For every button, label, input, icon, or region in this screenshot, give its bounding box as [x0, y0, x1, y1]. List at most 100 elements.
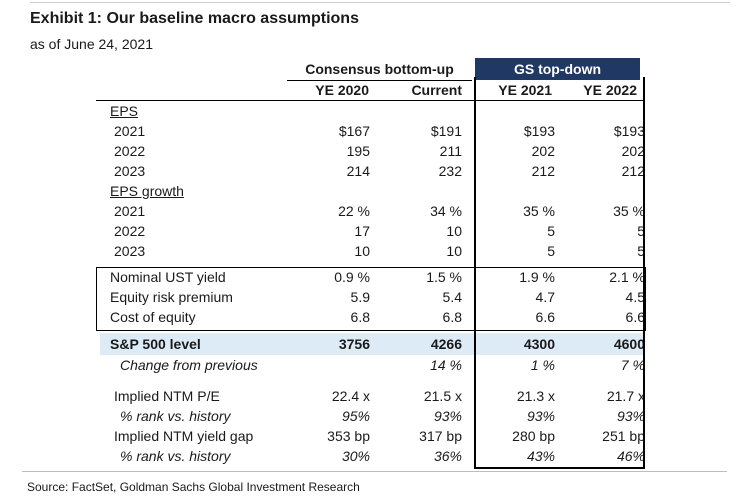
cell-current: $191 [430, 123, 462, 139]
cell-ye2021: 1.9 % [519, 269, 555, 285]
table-row: 2021 22 % 34 % 35 % 35 % [100, 202, 645, 222]
cell-current: 36% [433, 448, 462, 464]
table-row: Implied NTM P/E 22.4 x 21.5 x 21.3 x 21.… [100, 387, 645, 407]
cell-ye2021: 4300 [523, 336, 555, 352]
row-label: 2021 [114, 123, 146, 139]
cell-current: 93% [433, 408, 462, 424]
row-label: 2022 [114, 143, 146, 159]
cell-ye2020: 22 % [338, 203, 370, 219]
table-row: 2022 195 211 202 202 [100, 142, 645, 162]
cell-ye2022: 93% [616, 408, 645, 424]
table-row: Equity risk premium 5.9 5.4 4.7 4.5 [100, 288, 645, 308]
header-rule [96, 100, 644, 101]
col-header-current: Current [411, 82, 462, 98]
footer-divider [22, 471, 727, 472]
cell-ye2021: 202 [531, 143, 555, 159]
gs-group-header: GS top-down [475, 58, 640, 80]
table-row: % rank vs. history 30% 36% 43% 46% [100, 447, 645, 467]
sp500-row: S&P 500 level 3756 4266 4300 4600 [100, 335, 645, 355]
cell-ye2020: 95% [341, 408, 370, 424]
cell-ye2020: 17 [354, 223, 370, 239]
row-label: 2023 [114, 243, 146, 259]
row-label: Implied NTM yield gap [114, 428, 254, 444]
cell-ye2022: 4.5 [625, 289, 645, 305]
cell-ye2021: 21.3 x [516, 388, 555, 404]
cell-current: 5.4 [442, 289, 462, 305]
consensus-group-header: Consensus bottom-up [287, 58, 472, 81]
row-label: 2023 [114, 163, 146, 179]
cell-current: 14 % [430, 357, 462, 373]
row-label: Change from previous [120, 357, 258, 373]
cell-ye2022: 202 [621, 143, 645, 159]
cell-current: 4266 [430, 336, 462, 352]
rates-section-box [96, 267, 646, 331]
cell-ye2020: 6.8 [350, 309, 370, 325]
cell-current: 10 [446, 223, 462, 239]
col-header-ye2022: YE 2022 [583, 82, 637, 98]
table-row: 2023 10 10 5 5 [100, 242, 645, 262]
table-row: % rank vs. history 95% 93% 93% 93% [100, 407, 645, 427]
cell-ye2020: 22.4 x [331, 388, 370, 404]
table-row: Cost of equity 6.8 6.8 6.6 6.6 [100, 308, 645, 328]
cell-ye2022: 251 bp [602, 428, 645, 444]
cell-ye2021: 93% [526, 408, 555, 424]
cell-ye2020: 5.9 [350, 289, 370, 305]
cell-ye2021: 280 bp [512, 428, 555, 444]
cell-current: 211 [439, 143, 462, 159]
cell-ye2022: 5 [637, 243, 645, 259]
exhibit-date: as of June 24, 2021 [30, 36, 153, 52]
row-label: % rank vs. history [120, 408, 231, 424]
row-label: Equity risk premium [110, 289, 233, 305]
cell-ye2020: 0.9 % [334, 269, 370, 285]
table-row: Change from previous 14 % 1 % 7 % [100, 356, 645, 376]
row-label: EPS [110, 103, 139, 119]
cell-ye2021: 4.7 [535, 289, 555, 305]
cell-ye2020: 214 [346, 163, 370, 179]
cell-ye2022: 2.1 % [609, 269, 645, 285]
cell-ye2021: 35 % [523, 203, 555, 219]
table-row: Implied NTM yield gap 353 bp 317 bp 280 … [100, 427, 645, 447]
cell-current: 10 [446, 243, 462, 259]
top-divider [30, 2, 730, 3]
row-label: % rank vs. history [120, 448, 231, 464]
table-row: EPS [100, 102, 645, 122]
cell-current: 1.5 % [426, 269, 462, 285]
cell-ye2020: 3756 [338, 336, 370, 352]
source-note: Source: FactSet, Goldman Sachs Global In… [27, 480, 360, 494]
cell-current: 34 % [430, 203, 462, 219]
cell-ye2022: 46% [616, 448, 645, 464]
cell-ye2020: 353 bp [327, 428, 370, 444]
cell-ye2020: $167 [338, 123, 370, 139]
cell-ye2022: 21.7 x [606, 388, 645, 404]
cell-ye2022: 4600 [613, 336, 645, 352]
row-label: 2021 [114, 203, 146, 219]
cell-ye2022: 6.6 [625, 309, 645, 325]
table-row: Nominal UST yield 0.9 % 1.5 % 1.9 % 2.1 … [100, 268, 645, 288]
table-row: 2023 214 232 212 212 [100, 162, 645, 182]
cell-ye2021: 43% [526, 448, 555, 464]
cell-ye2020: 195 [346, 143, 370, 159]
cell-ye2021: 1 % [530, 357, 555, 373]
gs-topdown-column-box [474, 77, 645, 469]
cell-ye2021: 5 [547, 243, 555, 259]
exhibit-title: Exhibit 1: Our baseline macro assumption… [30, 10, 359, 27]
row-label: Cost of equity [110, 309, 196, 325]
row-label: 2022 [114, 223, 146, 239]
cell-ye2020: 30% [341, 448, 370, 464]
row-label: Implied NTM P/E [114, 388, 220, 404]
row-label: S&P 500 level [110, 336, 201, 352]
col-header-ye2021: YE 2021 [498, 82, 552, 98]
cell-ye2021: 6.6 [535, 309, 555, 325]
cell-ye2021: 5 [547, 223, 555, 239]
col-header-ye2020: YE 2020 [315, 82, 369, 98]
cell-ye2022: 212 [621, 163, 645, 179]
cell-ye2022: $193 [613, 123, 645, 139]
cell-current: 21.5 x [423, 388, 462, 404]
cell-ye2020: 10 [354, 243, 370, 259]
table-row: 2022 17 10 5 5 [100, 222, 645, 242]
cell-current: 317 bp [419, 428, 462, 444]
cell-ye2021: $193 [523, 123, 555, 139]
cell-ye2022: 35 % [613, 203, 645, 219]
cell-current: 6.8 [442, 309, 462, 325]
cell-ye2022: 5 [637, 223, 645, 239]
